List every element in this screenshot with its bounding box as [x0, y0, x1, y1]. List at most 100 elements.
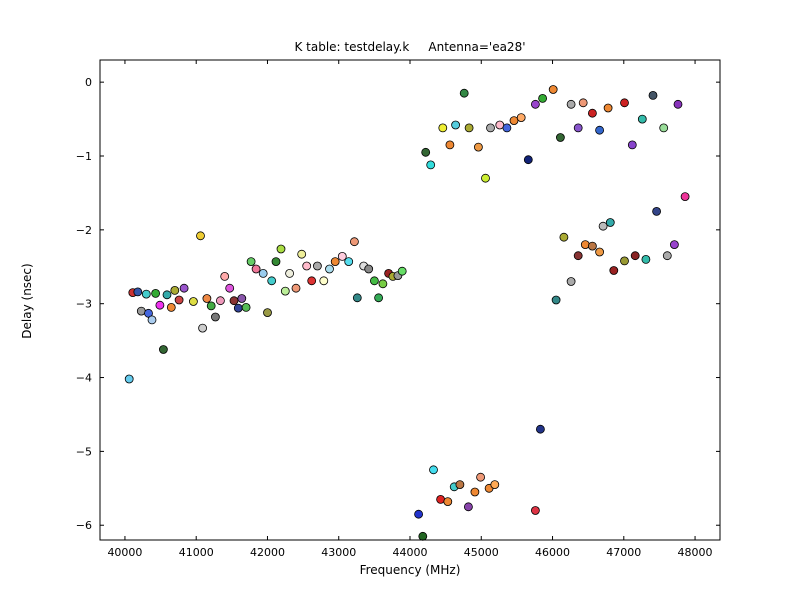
data-point — [229, 296, 239, 306]
data-point — [237, 294, 247, 303]
data-point — [523, 155, 533, 165]
data-point — [620, 98, 629, 108]
data-point — [455, 480, 465, 490]
data-point — [285, 268, 295, 278]
data-point — [312, 261, 322, 271]
data-point — [352, 293, 362, 303]
x-tick-label: 47000 — [606, 546, 641, 559]
data-point — [556, 133, 565, 142]
data-point — [516, 113, 526, 122]
x-tick-label: 41000 — [179, 546, 214, 559]
data-point — [630, 251, 640, 261]
chart-title: K table: testdelay.k Antenna='ea28' — [294, 40, 526, 54]
data-point — [225, 283, 235, 293]
data-point — [573, 251, 583, 261]
data-point — [291, 283, 301, 293]
data-point — [595, 247, 604, 257]
data-point — [603, 103, 613, 113]
data-point — [605, 218, 615, 227]
data-point — [573, 123, 583, 133]
data-point — [174, 295, 184, 305]
data-point — [531, 99, 540, 109]
data-point — [202, 294, 212, 303]
data-point — [151, 288, 161, 298]
data-point — [196, 231, 205, 241]
data-point — [198, 323, 208, 333]
x-tick-label: 46000 — [535, 546, 570, 559]
data-point — [188, 297, 198, 306]
data-point — [215, 296, 225, 306]
data-point — [369, 276, 379, 286]
data-point — [421, 147, 431, 157]
y-tick-label: −6 — [76, 519, 92, 532]
data-point — [349, 237, 359, 247]
data-point — [170, 285, 180, 295]
data-point — [210, 312, 220, 322]
data-point — [536, 424, 545, 434]
data-point — [418, 531, 428, 541]
data-point — [662, 251, 672, 261]
data-point — [280, 286, 290, 296]
data-point — [566, 99, 576, 109]
data-point — [470, 487, 480, 497]
data-point — [276, 244, 286, 254]
data-point — [158, 345, 168, 354]
data-point — [659, 123, 669, 133]
data-point — [648, 91, 658, 100]
data-point — [673, 99, 683, 109]
data-point — [302, 261, 312, 271]
data-point — [473, 142, 483, 152]
data-point — [233, 303, 243, 313]
data-point — [337, 251, 347, 261]
data-point — [627, 140, 637, 150]
data-point — [476, 472, 486, 482]
data-point — [162, 290, 172, 300]
data-point — [486, 123, 495, 133]
data-point — [641, 254, 651, 264]
data-point — [344, 257, 354, 267]
data-point — [680, 192, 690, 202]
data-point — [502, 123, 512, 133]
data-point — [481, 173, 490, 183]
y-tick-label: −4 — [76, 372, 92, 385]
data-point — [531, 506, 540, 515]
x-tick-label: 45000 — [464, 546, 499, 559]
data-point — [297, 249, 307, 259]
data-point — [155, 300, 165, 310]
data-point — [637, 114, 647, 124]
data-point — [588, 241, 597, 251]
data-point — [374, 293, 384, 303]
data-point — [620, 256, 629, 266]
x-tick-label: 44000 — [393, 546, 428, 559]
data-point — [559, 232, 569, 242]
data-point — [141, 289, 151, 299]
data-point — [538, 94, 547, 103]
data-point — [578, 98, 588, 108]
data-point — [436, 494, 446, 504]
data-point — [652, 206, 661, 216]
data-point — [463, 502, 473, 512]
data-point — [325, 264, 334, 274]
data-point — [509, 116, 519, 125]
data-point — [429, 465, 438, 475]
data-point — [364, 264, 374, 274]
axes-frame — [99, 59, 721, 541]
data-point — [443, 497, 453, 507]
data-point — [246, 257, 256, 267]
data-point — [147, 315, 157, 325]
y-tick-label: −3 — [76, 298, 92, 311]
data-point — [551, 295, 561, 305]
data-point — [588, 108, 597, 118]
data-point — [378, 279, 388, 289]
data-point — [490, 480, 500, 490]
x-tick-label: 40000 — [107, 546, 142, 559]
data-point — [251, 264, 261, 274]
data-point — [263, 308, 272, 318]
data-point — [136, 306, 146, 316]
data-point — [464, 123, 474, 133]
data-point — [438, 123, 448, 133]
data-point — [459, 88, 469, 98]
data-point — [445, 140, 455, 150]
data-point — [179, 283, 189, 293]
